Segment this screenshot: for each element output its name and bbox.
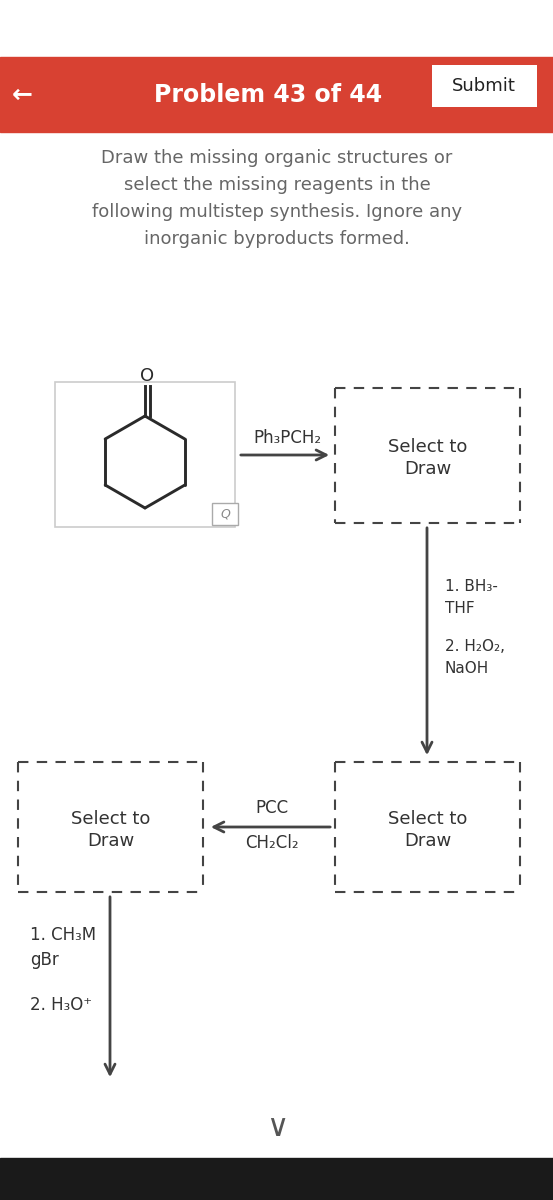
Text: Select to: Select to (388, 810, 467, 828)
Text: select the missing reagents in the: select the missing reagents in the (124, 176, 430, 194)
Bar (55, 382, 235, 527)
Text: ∨: ∨ (266, 1114, 288, 1142)
Bar (0, 1158, 553, 1200)
Text: Draw: Draw (87, 832, 134, 850)
Text: Draw: Draw (404, 832, 451, 850)
Text: CH₂Cl₂: CH₂Cl₂ (245, 834, 299, 852)
Text: 2. H₂O₂,: 2. H₂O₂, (445, 638, 505, 654)
Text: Submit: Submit (452, 77, 516, 95)
Text: 1. CH₃M: 1. CH₃M (30, 926, 96, 944)
Text: following multistep synthesis. Ignore any: following multistep synthesis. Ignore an… (92, 203, 462, 221)
Bar (0, 56, 553, 132)
Text: Q: Q (220, 508, 230, 521)
Text: 2. H₃O⁺: 2. H₃O⁺ (30, 996, 92, 1014)
Text: inorganic byproducts formed.: inorganic byproducts formed. (144, 230, 410, 248)
Text: Draw the missing organic structures or: Draw the missing organic structures or (101, 149, 453, 167)
Text: Select to: Select to (388, 438, 467, 456)
Bar (212, 503, 238, 526)
Text: gBr: gBr (30, 950, 59, 970)
Text: PCC: PCC (255, 799, 289, 817)
Text: NaOH: NaOH (445, 661, 489, 676)
Text: Draw: Draw (404, 461, 451, 479)
Text: ←: ← (12, 83, 33, 107)
Text: Problem 43 of 44: Problem 43 of 44 (154, 83, 382, 107)
Text: 1. BH₃-: 1. BH₃- (445, 578, 498, 594)
Bar (432, 65, 537, 107)
Text: Select to: Select to (71, 810, 150, 828)
Text: O: O (140, 367, 154, 385)
Text: Ph₃PCH₂: Ph₃PCH₂ (253, 428, 321, 446)
Text: THF: THF (445, 601, 474, 616)
